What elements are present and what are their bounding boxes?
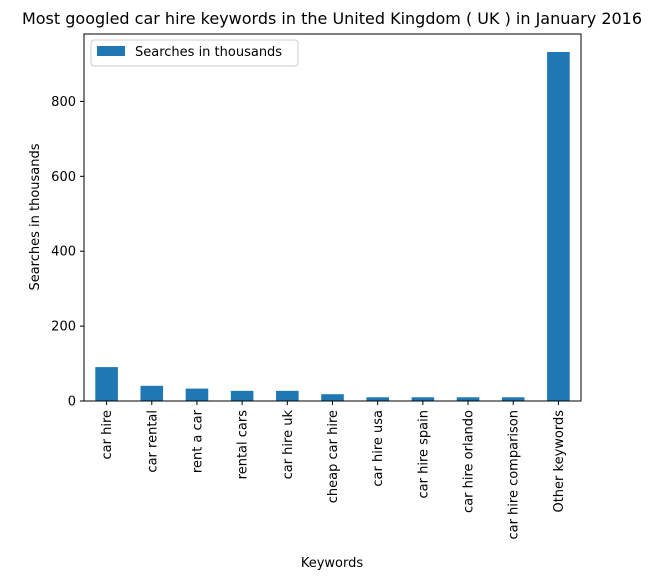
x-tick-label: car hire orlando [462,410,477,513]
bar-car-hire-usa [366,397,389,401]
x-tick-label: car hire usa [371,410,386,487]
bar-car-hire [95,367,118,401]
y-tick-label: 600 [51,170,76,185]
bar-car-hire-orlando [456,397,480,401]
x-tick-label: car hire [100,410,115,460]
x-tick-label: rental cars [236,410,251,480]
x-tick-label: car hire spain [416,410,431,498]
legend-frame [90,39,299,67]
x-axis: car hire car rental rent a car rental cars c… [100,401,567,540]
x-tick-label: Other keywords [552,410,567,513]
y-axis: 0 200 400 600 800 [51,95,84,410]
y-tick-label: 0 [68,395,76,410]
x-tick-label: cheap car hire [326,410,341,503]
x-axis-title: Keywords [301,556,364,571]
bar-cheap-car-hire [321,394,344,401]
bar-rent-a-car [185,388,209,401]
plot-frame [83,33,582,402]
bar-car-hire-spain [411,397,435,401]
y-tick-label: 200 [51,320,76,335]
legend-swatch [97,46,125,56]
bar-car-rental [140,385,164,401]
x-tick-label: car hire comparison [507,410,522,540]
legend: Searches in thousands [90,39,299,67]
x-tick-label: rent a car [190,409,205,473]
bar-car-hire-uk [276,390,299,401]
bar-other-keywords [547,51,570,401]
y-tick-label: 400 [51,245,76,260]
chart-title: Most googled car hire keywords in the Un… [22,9,642,28]
y-axis-title: Searches in thousands [28,143,43,290]
legend-label: Searches in thousands [135,45,282,60]
y-tick-label: 800 [51,95,76,110]
bar-car-hire-comparison [501,397,525,401]
bars-layer [95,51,570,401]
bar-rental-cars [230,390,254,401]
x-tick-label: car rental [145,410,160,473]
x-tick-label: car hire uk [281,410,296,480]
